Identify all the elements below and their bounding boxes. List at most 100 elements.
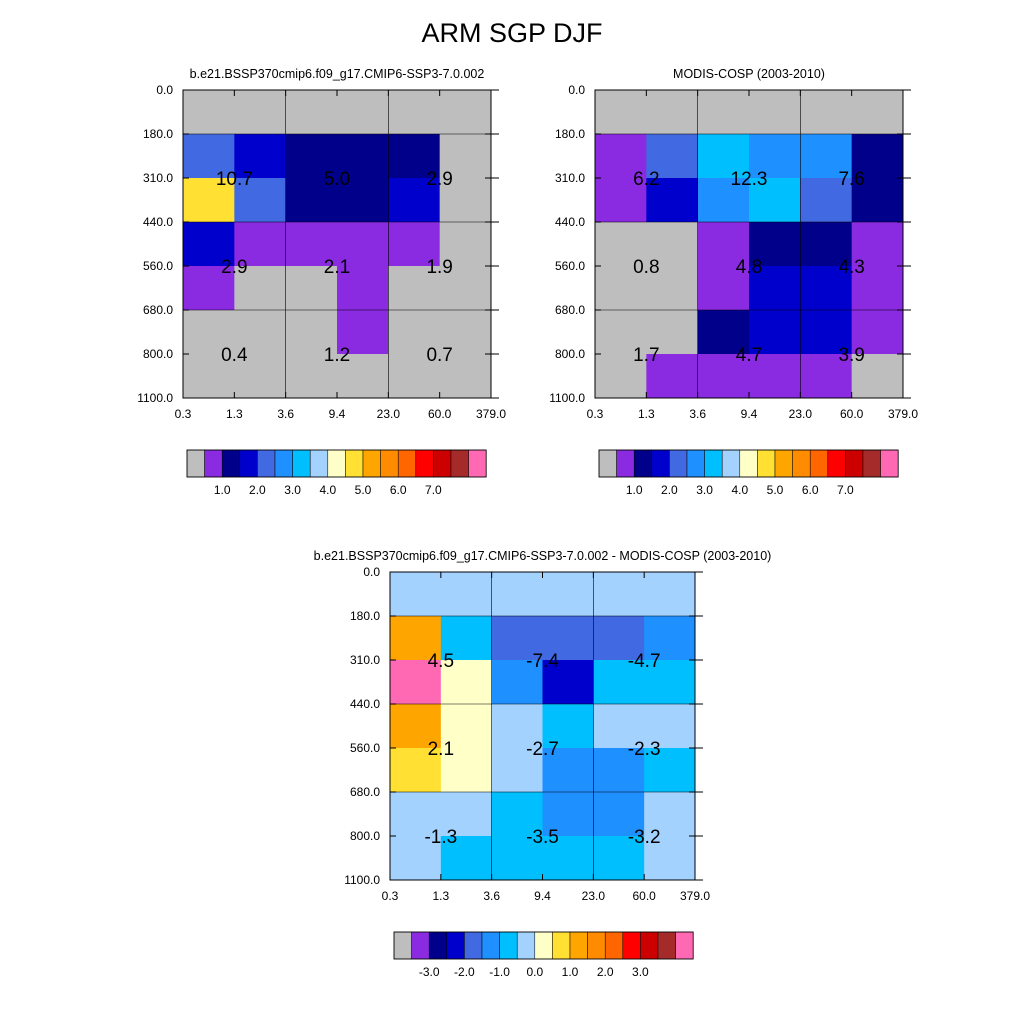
x-tick-label: 23.0: [582, 889, 606, 903]
colorbar-label: 3.0: [284, 483, 301, 497]
colorbar-box: [446, 931, 465, 960]
colorbar-label: 0.0: [526, 965, 543, 979]
x-tick-label: 379.0: [680, 889, 710, 903]
colorbar-box: [397, 449, 417, 478]
colorbar-label: 1.0: [626, 483, 643, 497]
heatmap-cell: [439, 222, 492, 267]
colorbar-frame: [186, 449, 487, 478]
colorbar-frame: [393, 931, 694, 960]
colorbar-label: 5.0: [767, 483, 784, 497]
heatmap-cell: [439, 134, 492, 179]
colorbar-box: [721, 449, 741, 478]
heatmap-cell: [542, 792, 594, 837]
heatmap-cell: [337, 134, 389, 179]
cell-value-label: 1.7: [633, 345, 659, 366]
colorbar-frame: [598, 449, 899, 478]
y-tick-label: 310.0: [143, 171, 173, 185]
heatmap-cell: [390, 616, 442, 661]
heatmap-cell: [800, 90, 853, 135]
heatmap-cell: [285, 134, 338, 179]
heatmap-cell: [595, 134, 647, 179]
heatmap-cell: [595, 222, 647, 267]
colorbar-label: 3.0: [696, 483, 713, 497]
heatmap-cell: [542, 660, 594, 705]
colorbar-box: [411, 931, 430, 960]
cell-value-label: 2.9: [426, 169, 452, 190]
heatmap-cell: [234, 178, 287, 223]
heatmap-cell: [646, 310, 699, 355]
heatmap-cell: [183, 90, 235, 135]
cell-value-label: 1.2: [324, 345, 350, 366]
x-tick-label: 1.3: [432, 889, 449, 903]
x-tick-label: 1.3: [226, 407, 243, 421]
y-tick-label: 440.0: [350, 697, 380, 711]
heatmap-cell: [439, 90, 492, 135]
heatmap-cell: [800, 310, 853, 355]
heatmap-cell: [390, 748, 442, 793]
heatmap-cell: [388, 266, 441, 311]
y-tick-label: 1100.0: [137, 391, 173, 405]
heatmap-cell: [542, 836, 594, 881]
heatmap-cell: [390, 572, 442, 617]
y-tick-label: 310.0: [555, 171, 585, 185]
colorbar-box: [640, 931, 659, 960]
heatmap-cell: [183, 310, 235, 355]
heatmap-cell: [337, 222, 389, 267]
heatmap-cell: [542, 616, 594, 661]
colorbar-label: 2.0: [661, 483, 678, 497]
cell-value-label: 10.7: [216, 169, 253, 190]
x-tick-label: 9.4: [534, 889, 551, 903]
y-tick-label: 800.0: [555, 347, 585, 361]
cell-value-label: 2.1: [428, 739, 454, 760]
heatmap-cell: [644, 748, 696, 793]
x-tick-label: 60.0: [840, 407, 864, 421]
colorbar-box: [468, 449, 487, 478]
x-tick-label: 23.0: [377, 407, 401, 421]
cell-value-label: 4.3: [838, 257, 864, 278]
heatmap-cell: [593, 704, 645, 749]
heatmap-cell: [697, 266, 750, 311]
y-tick-label: 440.0: [555, 215, 585, 229]
x-tick-label: 1.3: [638, 407, 655, 421]
heatmap-cell: [234, 134, 287, 179]
heatmap-cell: [595, 310, 647, 355]
colorbar-box: [651, 449, 670, 478]
heatmap-cell: [697, 354, 750, 399]
heatmap-cell: [595, 354, 647, 399]
heatmap-cell: [388, 134, 441, 179]
heatmap-cell: [644, 704, 696, 749]
heatmap-cell: [593, 792, 645, 837]
colorbar-box: [292, 449, 311, 478]
y-tick-label: 1100.0: [344, 873, 380, 887]
y-tick-label: 560.0: [143, 259, 173, 273]
heatmap-cell: [388, 222, 441, 267]
cell-value-label: 4.5: [428, 651, 454, 672]
heatmap-cell: [439, 266, 492, 311]
heatmap-cell: [595, 90, 647, 135]
colorbar-label: -1.0: [489, 965, 510, 979]
heatmap-cell: [388, 354, 441, 399]
heatmap-cell: [183, 354, 235, 399]
heatmap-cell: [390, 704, 442, 749]
heatmap-cell: [697, 178, 750, 223]
page-title: ARM SGP DJF: [421, 18, 603, 48]
x-tick-label: 0.3: [382, 889, 399, 903]
colorbar-box: [862, 449, 881, 478]
colorbar-box: [464, 931, 483, 960]
heatmap-cell: [749, 90, 801, 135]
panel-title: b.e21.BSSP370cmip6.f09_g17.CMIP6-SSP3-7.…: [314, 549, 772, 563]
colorbar-box: [481, 931, 500, 960]
colorbar-label: 2.0: [249, 483, 266, 497]
y-tick-label: 180.0: [350, 609, 380, 623]
heatmap-panel-diff: b.e21.BSSP370cmip6.f09_g17.CMIP6-SSP3-7.…: [314, 549, 772, 979]
cell-value-label: 7.6: [838, 169, 864, 190]
cell-value-label: -1.3: [424, 827, 457, 848]
heatmap-cell: [388, 310, 441, 355]
heatmap-cell: [851, 178, 904, 223]
colorbar-label: 2.0: [597, 965, 614, 979]
heatmap-cell: [697, 310, 750, 355]
panel-title: MODIS-COSP (2003-2010): [673, 67, 825, 81]
y-tick-label: 800.0: [143, 347, 173, 361]
heatmap-cell: [285, 266, 338, 311]
y-tick-label: 0.0: [568, 83, 585, 97]
